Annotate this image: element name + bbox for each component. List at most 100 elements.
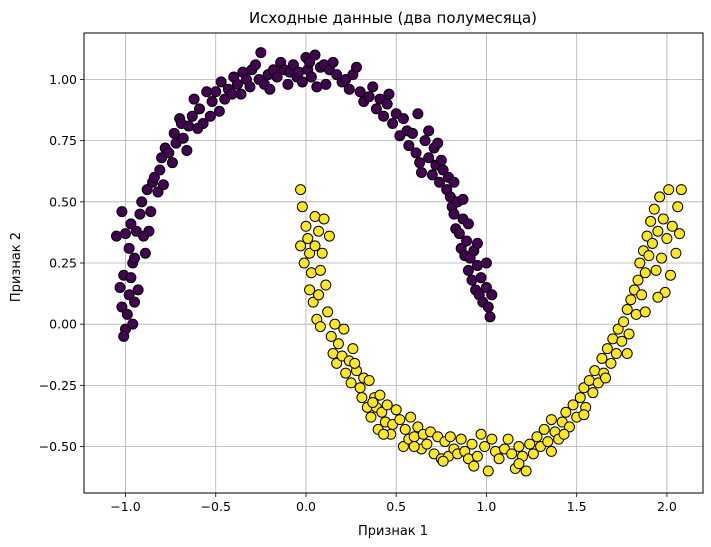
data-point [139,247,151,259]
data-point [313,225,325,237]
data-point [405,411,417,423]
data-point [127,318,139,330]
data-point [188,93,200,105]
data-point [123,242,135,254]
data-point [116,301,128,313]
data-point [302,233,314,245]
data-point [249,59,261,71]
data-point [610,348,622,360]
data-point [204,110,216,122]
data-point [434,176,446,188]
data-point [244,81,256,93]
data-point [121,308,133,320]
data-point [365,411,377,423]
data-point [110,230,122,242]
data-point [338,323,350,335]
data-point [419,135,431,147]
data-point [480,281,492,293]
data-point [304,284,316,296]
data-point [255,47,267,59]
x-tick-label: −0.5 [201,499,231,514]
data-point [399,423,411,435]
y-tick-label: −0.25 [39,378,77,393]
data-point [314,321,326,333]
data-point [448,208,460,220]
data-point [123,289,135,301]
data-point [120,228,132,240]
data-point [381,98,393,110]
data-point [390,404,402,416]
data-point [426,169,438,181]
data-point [318,213,330,225]
data-point [215,76,227,88]
data-point [183,120,195,132]
data-point [574,392,586,404]
data-point [295,240,307,252]
data-point [621,303,633,315]
data-point [596,352,608,364]
data-point [349,357,361,369]
data-point [118,330,130,342]
data-point [157,179,169,191]
data-point [304,56,316,68]
data-point [168,127,180,139]
data-point [421,438,433,450]
data-point [542,436,554,448]
data-point [186,110,198,122]
data-point [325,330,337,342]
data-point [351,61,363,73]
data-point [563,421,575,433]
data-point [141,184,153,196]
data-point [648,203,660,215]
data-point [329,318,341,330]
data-point [538,423,550,435]
y-tick-label: −0.50 [39,439,77,454]
data-point [567,399,579,411]
data-point [136,196,148,208]
y-axis-ticks: −0.50 −0.25 0.00 0.25 0.50 0.75 1.00 [39,72,84,454]
data-point [666,220,678,232]
data-point [646,237,658,249]
data-point [652,225,664,237]
x-tick-label: 1.5 [567,499,587,514]
data-point [296,201,308,213]
data-point [410,147,422,159]
data-point [482,301,494,313]
data-point [295,184,307,196]
data-point [661,233,673,245]
data-point [513,458,525,470]
data-point [347,343,359,355]
data-point [545,414,557,426]
data-point [466,274,478,286]
data-point [654,191,666,203]
data-point [616,335,628,347]
data-point [663,184,675,196]
data-point [601,343,613,355]
data-point [143,225,155,237]
data-point [486,433,498,445]
data-point [210,86,222,98]
data-point [484,311,496,323]
data-point [652,291,664,303]
data-point [363,91,375,103]
data-point [645,215,657,227]
data-point [381,399,393,411]
data-point [578,409,590,421]
data-point [630,308,642,320]
data-point [313,289,325,301]
data-point [415,166,427,178]
data-point [116,206,128,218]
data-point [397,113,409,125]
data-point [163,147,175,159]
x-tick-label: −1.0 [110,499,140,514]
data-point [560,406,572,418]
data-point [231,78,243,90]
data-point [309,211,321,223]
data-point [197,118,209,130]
data-point [432,137,444,149]
data-point [383,88,395,100]
data-point [605,357,617,369]
data-point [213,105,225,117]
data-point [632,274,644,286]
